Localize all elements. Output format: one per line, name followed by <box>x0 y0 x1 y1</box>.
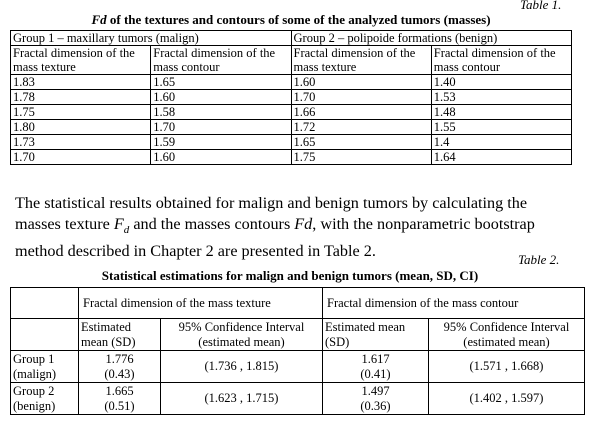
column-header: Fractal dimension of the mass contour <box>150 45 292 75</box>
cell: 1.70 <box>150 119 292 135</box>
cell: (1.623 , 1.715) <box>160 382 323 415</box>
cell-line: (1.402 , 1.597) <box>469 391 544 405</box>
data-row: Group 2 (benign) 1.665 (0.51) (1.623 , 1.71… <box>10 382 585 415</box>
cell-line: (0.43) <box>104 366 135 381</box>
column-header: Fractal dimension of the mass texture <box>290 45 432 75</box>
cell-line: 1.776 <box>105 351 134 366</box>
cell: 1.59 <box>150 134 292 150</box>
cell: 1.60 <box>150 149 292 165</box>
data-row: 1.83 1.65 1.60 1.40 <box>9 74 573 90</box>
cell: 1.70 <box>9 149 152 165</box>
cell: 1.665 (0.51) <box>78 382 161 415</box>
group-header: Group 2 – polipoide formations (benign) <box>290 30 572 46</box>
data-row: 1.70 1.60 1.75 1.64 <box>9 149 573 165</box>
data-row: 1.78 1.60 1.70 1.53 <box>9 89 573 105</box>
cell: 1.65 <box>150 74 292 90</box>
cell: 1.70 <box>290 89 432 105</box>
header-row: Estimated mean (SD) 95% Confidence Interv… <box>10 318 585 351</box>
empty-cell <box>10 318 79 351</box>
cell-line: (0.41) <box>360 366 391 381</box>
paragraph: The statistical results obtained for mal… <box>15 193 575 262</box>
cell: 1.66 <box>290 104 432 120</box>
cell-line: 1.617 <box>361 351 390 366</box>
group-header: Fractal dimension of the mass contour <box>322 287 585 319</box>
cell: (1.571 , 1.668) <box>428 350 585 383</box>
cell: 1.4 <box>430 134 573 150</box>
cell: 1.75 <box>9 104 152 120</box>
group-row: Group 1 – maxillary tumors (malign) Group… <box>10 30 572 46</box>
cell: 1.40 <box>430 74 573 90</box>
text: The statistical results obtained for mal… <box>15 194 528 233</box>
cell: 1.497 (0.36) <box>322 382 429 415</box>
group-header: Fractal dimension of the mass texture <box>78 287 323 319</box>
variable: F <box>113 215 124 233</box>
cell-line: 1.497 <box>361 383 390 398</box>
table-label: Table 2. <box>518 252 560 267</box>
table-title: Fd of the textures and contours of some … <box>10 12 572 28</box>
data-row: 1.75 1.58 1.66 1.48 <box>9 104 573 120</box>
cell: 1.80 <box>9 119 152 135</box>
subscript: d <box>123 224 130 237</box>
cell-line: (1.623 , 1.715) <box>204 391 279 405</box>
cell: 1.48 <box>430 104 573 120</box>
column-header: Estimated mean (SD) <box>78 318 161 351</box>
empty-cell <box>10 287 79 319</box>
group-header: Group 1 – maxillary tumors (malign) <box>10 30 292 46</box>
column-header: Fractal dimension of the mass contour <box>430 45 573 75</box>
cell: 1.64 <box>430 149 573 165</box>
cell: (1.736 , 1.815) <box>160 350 323 383</box>
cell: 1.83 <box>9 74 152 90</box>
column-header: Estimated mean (SD) <box>322 318 429 351</box>
cell: 1.53 <box>430 89 573 105</box>
cell: (1.402 , 1.597) <box>428 382 585 415</box>
group-row: Fractal dimension of the mass texture Fra… <box>10 287 585 319</box>
cell-line: (1.571 , 1.668) <box>469 359 544 373</box>
cell: 1.60 <box>150 89 292 105</box>
cell: 1.55 <box>430 119 573 135</box>
data-row: 1.80 1.70 1.72 1.55 <box>9 119 573 135</box>
cell-line: (1.736 , 1.815) <box>204 359 279 373</box>
cell-line: (0.36) <box>360 398 391 413</box>
text: and the masses contours <box>129 215 295 233</box>
cell: 1.776 (0.43) <box>78 350 161 383</box>
table-title: Statistical estimations for malign and b… <box>101 268 479 283</box>
column-header: Fractal dimension of the mass texture <box>9 45 152 75</box>
cell: 1.72 <box>290 119 432 135</box>
header-row: Fractal dimension of the mass texture Fra… <box>9 45 573 75</box>
column-header: 95% Confidence Interval (estimated mean) <box>428 318 585 351</box>
data-row: 1.73 1.59 1.65 1.4 <box>9 134 573 150</box>
cell-line: (0.51) <box>104 398 135 413</box>
title-variable: Fd <box>91 12 107 27</box>
table-label: Table 1. <box>520 0 562 12</box>
cell: 1.65 <box>290 134 432 150</box>
title-text: of the textures and contours of some of … <box>106 12 491 27</box>
cell: 1.73 <box>9 134 152 150</box>
text: , with the nonparametric bootstrap metho… <box>15 215 535 261</box>
cell: 1.617 (0.41) <box>322 350 429 383</box>
table: Group 1 – maxillary tumors (malign) Group… <box>9 30 573 165</box>
cell-line: 1.665 <box>105 383 134 398</box>
data-row: Group 1 (malign) 1.776 (0.43) (1.736 , 1.81… <box>10 350 585 383</box>
cell: 1.58 <box>150 104 292 120</box>
cell: 1.78 <box>9 89 152 105</box>
variable: Fd <box>294 215 313 233</box>
row-header: Group 2 (benign) <box>10 382 79 415</box>
cell: 1.75 <box>290 149 432 165</box>
cell: 1.60 <box>290 74 432 90</box>
row-header: Group 1 (malign) <box>10 350 79 383</box>
table: Fractal dimension of the mass texture Fra… <box>10 287 585 415</box>
column-header: 95% Confidence Interval (estimated mean) <box>160 318 323 351</box>
